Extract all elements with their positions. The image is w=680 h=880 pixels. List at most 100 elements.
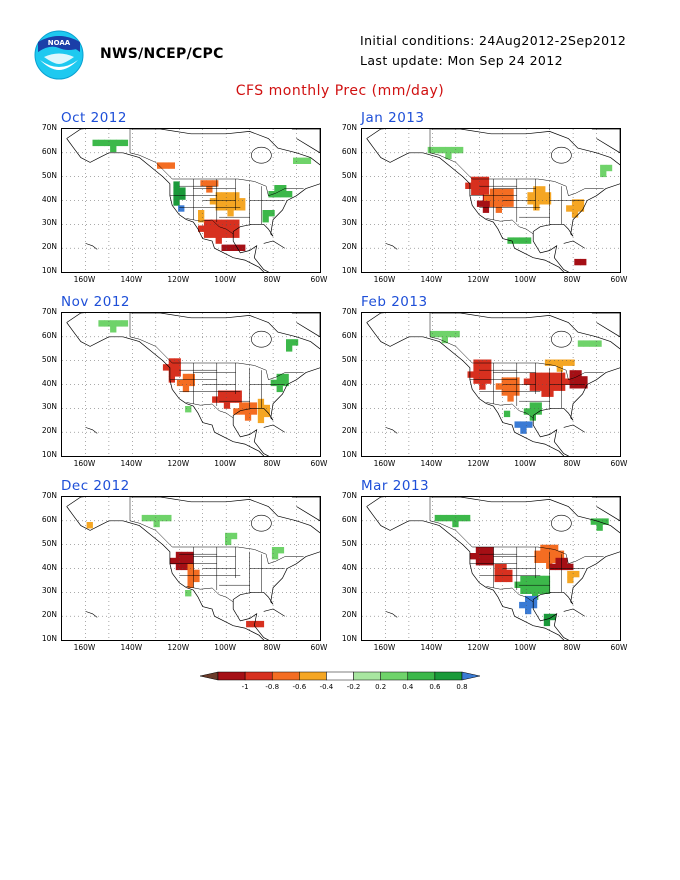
anomaly-cell bbox=[544, 192, 552, 199]
lon-tick-label: 80W bbox=[563, 459, 581, 468]
anomaly-cell bbox=[227, 244, 234, 251]
anomaly-cell bbox=[276, 379, 283, 387]
anomaly-cell bbox=[215, 198, 222, 205]
map-panel: Feb 2013 70N 60N 50N 40N 30N 20N 10N 160W 140W 120… bbox=[342, 294, 643, 482]
anomaly-cell bbox=[513, 237, 520, 244]
anomaly-cell bbox=[546, 562, 553, 569]
border-line bbox=[186, 402, 234, 419]
anomaly-cell bbox=[519, 237, 526, 244]
anomaly-cell bbox=[262, 216, 269, 223]
anomaly-cell bbox=[440, 514, 447, 522]
anomaly-cell bbox=[185, 590, 192, 597]
anomaly-cell bbox=[181, 563, 188, 571]
anomaly-cell bbox=[233, 219, 240, 226]
initial-conditions: Initial conditions: 24Aug2012-2Sep2012 bbox=[360, 33, 627, 48]
colorbar-segment bbox=[244, 671, 273, 681]
lon-tick-label: 160W bbox=[373, 459, 396, 468]
anomaly-cell bbox=[527, 198, 534, 205]
anomaly-cell bbox=[173, 181, 180, 188]
anomaly-cell bbox=[268, 210, 275, 217]
lon-tick-label: 100W bbox=[514, 275, 537, 284]
coastline bbox=[591, 313, 620, 338]
lon-tick-label: 160W bbox=[73, 275, 96, 284]
anomaly-cell bbox=[174, 364, 181, 371]
anomaly-cell bbox=[495, 194, 502, 201]
anomaly-cell bbox=[501, 383, 508, 390]
anomaly-cell bbox=[182, 379, 190, 387]
anomaly-cell bbox=[206, 186, 213, 193]
anomaly-cell bbox=[489, 194, 497, 201]
anomaly-cell bbox=[178, 205, 185, 212]
anomaly-cell bbox=[568, 359, 575, 366]
anomaly-cell bbox=[571, 211, 579, 218]
anomaly-cell bbox=[271, 547, 279, 554]
anomaly-cell bbox=[215, 237, 222, 244]
colorbar: -1-0.8-0.6-0.4-0.20.20.40.60.81 bbox=[200, 671, 480, 691]
anomaly-cell bbox=[547, 372, 554, 379]
anomaly-cell bbox=[503, 410, 511, 418]
precip-anomaly-map bbox=[361, 128, 621, 273]
lat-tick-label: 50N bbox=[41, 354, 57, 364]
anomaly-cell bbox=[230, 532, 238, 540]
hudson-bay bbox=[551, 514, 572, 532]
anomaly-cell bbox=[280, 185, 287, 192]
anomaly-cell bbox=[569, 370, 576, 377]
lon-tick-label: 160W bbox=[373, 643, 396, 652]
anomaly-cell bbox=[257, 416, 265, 424]
anomaly-cell bbox=[543, 575, 551, 583]
coastline bbox=[366, 497, 620, 640]
lat-tick-label: 50N bbox=[41, 538, 57, 548]
anomaly-cell bbox=[445, 152, 452, 160]
anomaly-cell bbox=[562, 359, 569, 366]
anomaly-cell bbox=[535, 372, 542, 379]
lon-tick-label: 100W bbox=[214, 275, 237, 284]
anomaly-cell bbox=[556, 365, 563, 372]
anomaly-cell bbox=[270, 379, 277, 387]
anomaly-cell bbox=[561, 563, 568, 571]
anomaly-cell bbox=[494, 563, 501, 571]
anomaly-cell bbox=[549, 613, 556, 621]
anomaly-cell bbox=[535, 378, 542, 385]
panel-month-label: Oct 2012 bbox=[61, 110, 127, 126]
anomaly-cell bbox=[203, 225, 211, 232]
anomaly-cell bbox=[494, 575, 501, 583]
lon-tick-label: 100W bbox=[514, 459, 537, 468]
anomaly-cell bbox=[221, 192, 228, 199]
anomaly-cell bbox=[215, 192, 222, 199]
anomaly-cell bbox=[484, 194, 491, 201]
anomaly-cell bbox=[165, 514, 172, 522]
border-line bbox=[486, 586, 534, 603]
anomaly-cell bbox=[555, 557, 562, 565]
border-line bbox=[186, 586, 234, 603]
anomaly-cell bbox=[529, 402, 536, 409]
colorbar-segment bbox=[434, 671, 463, 681]
anomaly-cell bbox=[182, 373, 190, 381]
coastline bbox=[366, 129, 620, 272]
anomaly-cell bbox=[173, 187, 180, 194]
lat-tick-label: 10N bbox=[41, 266, 57, 275]
coastline bbox=[291, 313, 320, 338]
lat-tick-label: 70N bbox=[341, 491, 357, 500]
anomaly-cell bbox=[193, 575, 200, 583]
anomaly-cell bbox=[257, 398, 265, 406]
panel-month-label: Dec 2012 bbox=[61, 478, 130, 494]
anomaly-cell bbox=[263, 410, 270, 418]
anomaly-cell bbox=[473, 359, 480, 366]
lat-tick-label: 30N bbox=[41, 218, 57, 228]
anomaly-cell bbox=[173, 193, 180, 200]
anomaly-cell bbox=[159, 514, 166, 522]
anomaly-cell bbox=[115, 320, 123, 327]
anomaly-cell bbox=[233, 231, 240, 238]
anomaly-cell bbox=[495, 200, 502, 207]
anomaly-cell bbox=[262, 210, 269, 217]
anomaly-cell bbox=[174, 358, 181, 365]
lat-tick-label: 20N bbox=[41, 426, 57, 436]
lat-tick-label: 40N bbox=[41, 378, 57, 388]
anomaly-cell bbox=[476, 188, 484, 195]
anomaly-cell bbox=[553, 372, 560, 379]
hudson-bay bbox=[551, 330, 572, 348]
anomaly-cell bbox=[577, 199, 585, 206]
lat-tick-label: 60N bbox=[341, 330, 357, 340]
anomaly-cell bbox=[541, 390, 548, 397]
anomaly-cell bbox=[86, 522, 93, 529]
